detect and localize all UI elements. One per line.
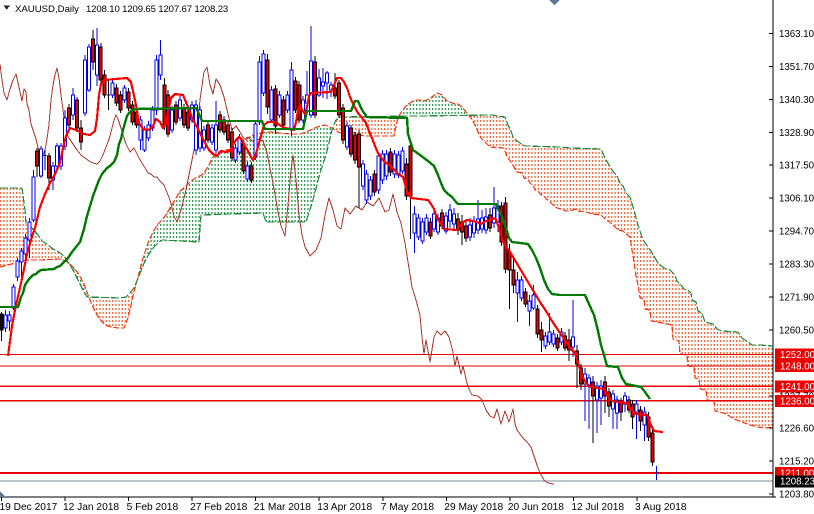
svg-text:1208.23: 1208.23 — [780, 477, 814, 488]
svg-text:29 May 2018: 29 May 2018 — [444, 502, 503, 513]
svg-text:1283.30: 1283.30 — [779, 260, 814, 271]
svg-text:5 Feb 2018: 5 Feb 2018 — [127, 502, 179, 513]
svg-text:1203.80: 1203.80 — [779, 489, 814, 500]
svg-text:1236.00: 1236.00 — [780, 396, 814, 407]
svg-text:1306.10: 1306.10 — [779, 194, 814, 205]
svg-text:20 Jun 2018: 20 Jun 2018 — [508, 502, 564, 513]
svg-text:1294.70: 1294.70 — [779, 227, 814, 238]
svg-text:1226.60: 1226.60 — [779, 424, 814, 435]
svg-text:19 Dec 2017: 19 Dec 2017 — [0, 502, 58, 513]
svg-text:1248.00: 1248.00 — [780, 362, 814, 373]
svg-text:27 Feb 2018: 27 Feb 2018 — [190, 502, 248, 513]
svg-text:XAUUSD,Daily: XAUUSD,Daily — [15, 4, 79, 15]
svg-text:1271.90: 1271.90 — [779, 293, 814, 304]
svg-text:12 Jan 2018: 12 Jan 2018 — [63, 502, 119, 513]
svg-text:1211.00: 1211.00 — [780, 469, 814, 480]
svg-text:1363.10: 1363.10 — [779, 29, 814, 40]
svg-text:1252.00: 1252.00 — [780, 350, 814, 361]
svg-text:13 Apr 2018: 13 Apr 2018 — [317, 502, 372, 513]
svg-text:1328.90: 1328.90 — [779, 128, 814, 139]
svg-text:3 Aug 2018: 3 Aug 2018 — [635, 502, 687, 513]
svg-text:1241.00: 1241.00 — [780, 382, 814, 393]
svg-text:1260.50: 1260.50 — [779, 326, 814, 337]
svg-text:21 Mar 2018: 21 Mar 2018 — [254, 502, 312, 513]
svg-text:1351.70: 1351.70 — [779, 62, 814, 73]
svg-text:1215.20: 1215.20 — [779, 456, 814, 467]
svg-text:7 May 2018: 7 May 2018 — [381, 502, 435, 513]
svg-text:12 Jul 2018: 12 Jul 2018 — [571, 502, 624, 513]
svg-text:1208.10 1209.65 1207.67 1208.2: 1208.10 1209.65 1207.67 1208.23 — [86, 4, 228, 15]
svg-text:1340.30: 1340.30 — [779, 95, 814, 106]
svg-text:1317.50: 1317.50 — [779, 161, 814, 172]
